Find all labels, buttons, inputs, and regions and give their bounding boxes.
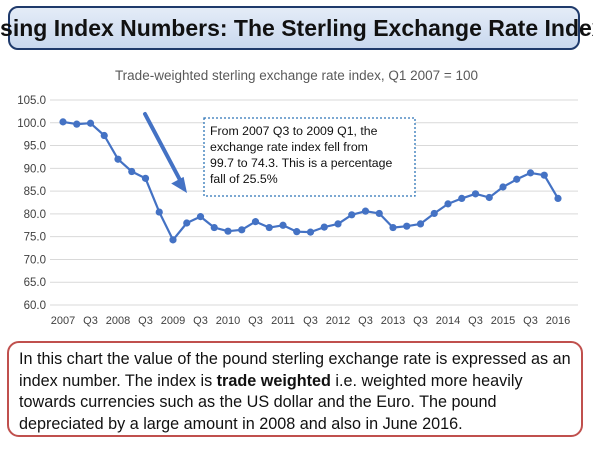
x-tick-label: Q3 — [138, 315, 153, 327]
data-point — [334, 220, 342, 228]
x-tick-label: Q3 — [468, 315, 483, 327]
data-point — [416, 220, 425, 228]
x-tick-label: Q3 — [248, 315, 263, 327]
data-point — [73, 120, 81, 128]
data-point — [554, 194, 562, 202]
chart-title: Trade-weighted sterling exchange rate in… — [115, 68, 478, 83]
data-point — [224, 227, 232, 235]
data-point — [196, 213, 205, 221]
x-tick-label: Q3 — [83, 315, 98, 327]
title-banner: Using Index Numbers: The Sterling Exchan… — [0, 6, 593, 50]
arrow-shaft — [143, 112, 182, 182]
annotation-line: fall of 25.5% — [210, 172, 278, 186]
y-tick-label: 75.0 — [24, 232, 46, 244]
x-tick-label: 2009 — [161, 315, 185, 327]
data-point — [238, 226, 246, 234]
page-title: Using Index Numbers: The Sterling Exchan… — [0, 14, 593, 41]
annotation-line: exchange rate index fell from — [210, 140, 368, 154]
data-point — [471, 190, 480, 198]
annotation-box — [203, 117, 416, 197]
arrow-head — [171, 176, 187, 193]
data-point — [458, 194, 466, 202]
x-tick-label: 2013 — [381, 315, 405, 327]
data-point — [293, 228, 301, 236]
data-point — [279, 221, 287, 229]
data-point — [444, 200, 452, 208]
data-point — [169, 236, 177, 244]
x-tick-label: 2016 — [546, 315, 570, 327]
data-point — [430, 209, 438, 218]
x-tick-label: Q3 — [523, 315, 538, 327]
y-tick-label: 65.0 — [24, 277, 46, 289]
annotation-text: From 2007 Q3 to 2009 Q1, the exchange ra… — [210, 124, 396, 186]
y-tick-label: 70.0 — [24, 254, 46, 266]
data-point — [348, 211, 356, 219]
x-tick-label: 2007 — [51, 315, 75, 327]
data-point — [389, 223, 397, 232]
x-tick-label: Q3 — [358, 315, 373, 327]
annotation-line: From 2007 Q3 to 2009 Q1, the — [210, 124, 378, 138]
data-point — [210, 223, 218, 232]
data-point — [361, 207, 370, 215]
x-tick-label: Q3 — [303, 315, 318, 327]
data-point — [114, 155, 122, 163]
data-point — [320, 223, 328, 231]
caption-box: In this chart the value of the pound ste… — [7, 341, 583, 437]
data-point — [403, 222, 411, 230]
data-point — [485, 193, 493, 202]
data-point — [513, 175, 521, 183]
y-tick-label: 105.0 — [17, 95, 46, 107]
x-tick-label: Q3 — [413, 315, 428, 327]
data-point — [141, 174, 150, 182]
data-point — [128, 167, 136, 176]
x-tick-label: 2014 — [436, 315, 460, 327]
y-tick-label: 90.0 — [24, 163, 46, 175]
data-point — [155, 208, 163, 216]
data-point — [183, 219, 191, 227]
y-tick-label: 60.0 — [24, 300, 46, 312]
x-tick-label: 2012 — [326, 315, 350, 327]
y-tick-label: 100.0 — [17, 118, 46, 130]
data-point — [306, 228, 315, 236]
x-tick-label: 2011 — [271, 315, 295, 327]
data-point — [251, 218, 260, 226]
x-tick-label: Q3 — [193, 315, 208, 327]
exchange-rate-chart: Trade-weighted sterling exchange rate in… — [17, 68, 578, 327]
caption-bold-term: trade weighted — [216, 371, 331, 390]
data-point — [100, 131, 108, 140]
caption-text-start: In this chart the value of the pound ste… — [19, 350, 571, 390]
caption-text-end: i.e. weighted more heavily towards curre… — [19, 371, 523, 433]
data-point — [59, 118, 67, 126]
data-point — [526, 169, 535, 177]
data-point — [375, 209, 383, 218]
x-tick-label: 2015 — [491, 315, 515, 327]
x-tick-label: 2010 — [216, 315, 240, 327]
data-point — [540, 171, 548, 179]
data-point — [265, 223, 273, 232]
data-point — [499, 183, 507, 191]
x-tick-label: 2008 — [106, 315, 130, 327]
y-tick-label: 95.0 — [24, 141, 46, 153]
y-tick-label: 85.0 — [24, 186, 46, 198]
data-point — [86, 119, 95, 127]
annotation-line: 99.7 to 74.3. This is a percentage — [210, 156, 392, 170]
y-tick-label: 80.0 — [24, 209, 46, 221]
